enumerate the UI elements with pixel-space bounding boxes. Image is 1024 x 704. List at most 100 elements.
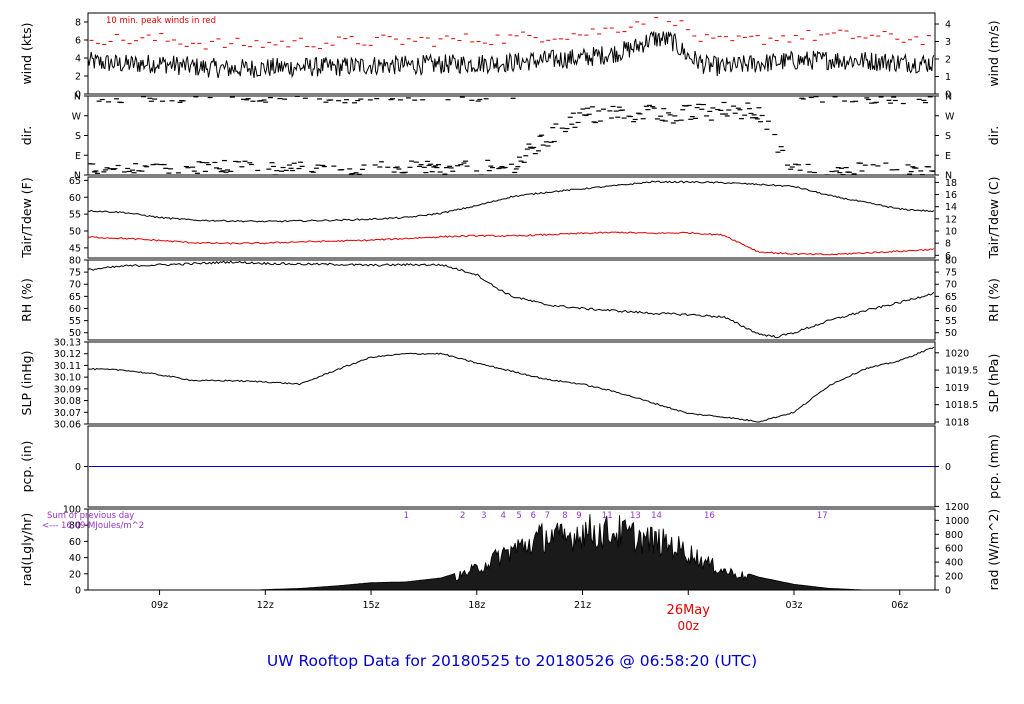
panel-data <box>88 17 935 79</box>
y-tick-label: W <box>72 111 82 122</box>
y-tick-label: 30.06 <box>54 420 81 431</box>
y-tick-label-right: 8 <box>945 239 951 250</box>
y-tick-label-right: N <box>945 92 952 103</box>
panel-frame <box>87 176 936 259</box>
y-tick-label: 0 <box>75 90 81 101</box>
y-tick-label-right: 14 <box>945 202 957 213</box>
y-axis-label: pcp. (in) <box>19 441 34 493</box>
panel-data <box>88 346 935 423</box>
y-tick-label: 55 <box>69 210 81 221</box>
y-tick-label: 30.11 <box>54 361 81 372</box>
date-marker-label: 26May <box>667 603 711 618</box>
y-axis-label-right: dir. <box>986 126 1001 145</box>
peak-wind-annotation: 10 min. peak winds in red <box>106 16 216 26</box>
date-marker-hour: 00z <box>677 619 699 633</box>
y-tick-label: 30.10 <box>54 373 81 384</box>
y-tick-label-right: 1018.5 <box>945 400 978 411</box>
y-axis-label-right: wind (m/s) <box>986 20 1001 86</box>
y-tick-label: 40 <box>69 553 81 564</box>
y-tick-label-right: 400 <box>945 558 963 569</box>
relative-humidity-line <box>88 260 935 339</box>
solar-marker-label: 13 <box>630 511 641 521</box>
y-tick-label-right: 10 <box>945 227 957 238</box>
panel-data <box>88 96 935 175</box>
x-tick-label: 15z <box>362 600 379 611</box>
y-tick-label: 65 <box>69 176 81 187</box>
solar-marker-label: 8 <box>562 511 567 521</box>
y-tick-label: 30.13 <box>54 338 81 349</box>
solar-marker-label: 5 <box>516 511 521 521</box>
y-tick-label-right: 18 <box>945 178 957 189</box>
wind-speed-line <box>88 31 935 79</box>
x-tick-label: 12z <box>257 600 274 611</box>
solar-marker-label: 2 <box>460 511 465 521</box>
solar-marker-label: 14 <box>651 511 662 521</box>
y-tick-label-right: 2 <box>945 55 951 66</box>
y-tick-label: 60 <box>69 193 81 204</box>
y-tick-label-right: 1019 <box>945 383 969 394</box>
solar-sum-value: <--- 16.09 MJoules/m^2 <box>42 521 144 531</box>
panel-slp: 30.0630.0730.0830.0930.1030.1130.1230.13… <box>19 338 1001 431</box>
y-tick-label: 2 <box>75 72 81 83</box>
panel-frame <box>87 95 936 176</box>
panel-frame <box>87 12 936 95</box>
y-tick-label-right: 0 <box>945 462 951 473</box>
y-tick-label-right: 65 <box>945 292 957 303</box>
chart-title: UW Rooftop Data for 20180525 to 20180526… <box>267 652 757 670</box>
y-tick-label-right: E <box>945 151 951 162</box>
solar-marker-label: 3 <box>481 511 486 521</box>
y-tick-label-right: 3 <box>945 37 951 48</box>
y-tick-label: 80 <box>69 521 81 532</box>
y-tick-label-right: 800 <box>945 530 963 541</box>
y-tick-label-right: 1020 <box>945 348 969 359</box>
y-tick-label-right: 16 <box>945 190 957 201</box>
y-tick-label: N <box>74 92 81 103</box>
panel-data <box>88 514 935 590</box>
y-tick-label: 4 <box>75 54 81 65</box>
y-tick-label: 60 <box>69 537 81 548</box>
x-tick-label: 09z <box>151 600 168 611</box>
y-tick-label: 50 <box>69 227 81 238</box>
y-tick-label: 30.07 <box>54 408 81 419</box>
y-tick-label-right: S <box>945 131 951 142</box>
solar-marker-label: 4 <box>501 511 506 521</box>
y-axis-label-right: pcp. (mm) <box>986 434 1001 499</box>
y-tick-label-right: 80 <box>945 256 957 267</box>
x-tick-label: 18z <box>468 600 485 611</box>
panel-data <box>88 260 935 339</box>
y-tick-label-right: 0 <box>945 586 951 597</box>
y-axis-label-right: Tair/Tdew (C) <box>986 177 1001 260</box>
y-tick-label-right: 60 <box>945 304 957 315</box>
dewpoint-line <box>88 231 935 256</box>
y-tick-label-right: 1018 <box>945 418 969 429</box>
y-axis-label: dir. <box>19 126 34 145</box>
y-tick-label-right: 12 <box>945 214 957 225</box>
y-tick-label: 55 <box>69 316 81 327</box>
y-axis-label-right: rad (W/m^2) <box>986 509 1001 591</box>
y-tick-label-right: 55 <box>945 316 957 327</box>
y-tick-label: 70 <box>69 280 81 291</box>
pressure-line <box>88 346 935 423</box>
y-axis-label: rad(Lgly/hr) <box>19 513 34 587</box>
y-tick-label-right: 50 <box>945 328 957 339</box>
x-tick-label: 06z <box>891 600 908 611</box>
y-tick-label: 45 <box>69 243 81 254</box>
y-tick-label-right: 0 <box>945 90 951 101</box>
y-tick-label: 30.12 <box>54 349 81 360</box>
y-tick-label: 0 <box>75 586 81 597</box>
x-tick-label: 21z <box>574 600 591 611</box>
solar-marker-label: 17 <box>817 511 828 521</box>
y-tick-label: 50 <box>69 328 81 339</box>
solar-marker-label: 1 <box>404 511 409 521</box>
panel-pcp: 0 0 pcp. (in) pcp. (mm) <box>19 425 1001 508</box>
y-tick-label: S <box>75 131 81 142</box>
solar-marker-label: 6 <box>530 511 535 521</box>
solar-radiation-area <box>88 514 935 590</box>
y-axis-label: wind (kts) <box>19 23 34 85</box>
y-tick-label-right: 70 <box>945 280 957 291</box>
